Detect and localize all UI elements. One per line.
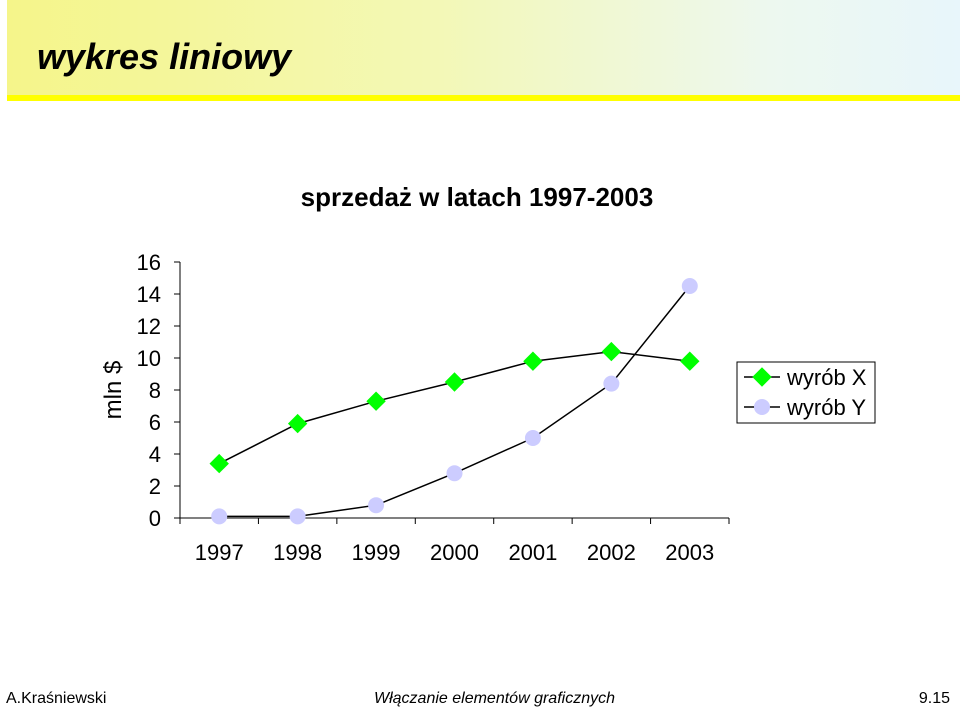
data-point-series-2: [681, 278, 698, 294]
y-tick-label: 16: [137, 250, 161, 275]
x-tick-label: 2000: [430, 540, 479, 565]
footer-subject: Włączanie elementów graficznych: [374, 690, 615, 707]
chart-title-text: sprzedaż w latach 1997-2003: [300, 182, 654, 212]
data-point-series-1: [523, 351, 543, 371]
y-tick-label: 12: [137, 314, 161, 339]
y-tick-label: 2: [149, 474, 161, 499]
data-point-series-2: [289, 508, 306, 525]
x-tick-label: 2001: [508, 540, 557, 565]
data-point-series-2: [446, 465, 463, 482]
data-point-series-1: [680, 351, 700, 371]
chart-title: sprzedaż w latach 1997-2003: [0, 182, 960, 213]
series-line-1: [218, 350, 690, 465]
y-axis-title: mln $: [100, 361, 127, 420]
data-point-series-2: [211, 508, 228, 525]
slide-header: [7, 0, 960, 100]
footer-page-number: 9.15: [918, 690, 950, 707]
data-point-series-1: [366, 391, 386, 411]
y-tick-label: 8: [149, 378, 161, 403]
legend-label: wyrób X: [786, 365, 867, 390]
chart-lines: [218, 285, 691, 518]
data-point-series-2: [603, 375, 620, 392]
legend-label: wyrób Y: [786, 395, 866, 420]
data-point-series-1: [287, 413, 308, 434]
series-line-2: [219, 285, 691, 518]
legend-marker: [752, 367, 772, 387]
y-tick-label: 0: [149, 506, 161, 531]
y-tick-label: 6: [149, 410, 161, 435]
y-tick-label: 10: [137, 346, 161, 371]
data-point-series-2: [524, 430, 541, 446]
x-tick-label: 1997: [195, 540, 244, 565]
y-tick-label: 4: [149, 442, 161, 467]
x-tick-label: 1998: [273, 540, 322, 565]
data-point-series-1: [444, 372, 465, 392]
x-tick-label: 2003: [665, 540, 714, 565]
data-point-series-1: [601, 341, 622, 362]
y-tick-label: 14: [137, 282, 161, 307]
legend-marker: [754, 399, 770, 415]
footer-author: A.Kraśniewski: [6, 690, 107, 707]
x-tick-label: 2002: [587, 540, 636, 565]
data-point-series-1: [209, 453, 229, 474]
chart-markers: [209, 278, 700, 525]
chart-legend: wyrób X wyrób Y: [736, 361, 876, 424]
slide-title: wykres liniowy: [37, 36, 292, 77]
header-rule: [7, 95, 960, 101]
chart-axes: 0 2 4 6 8 10 12 14 16 1997 1998 1999 2000 2001 2002 200…: [100, 250, 730, 565]
x-tick-label: 1999: [352, 540, 401, 565]
data-point-series-2: [368, 497, 385, 514]
